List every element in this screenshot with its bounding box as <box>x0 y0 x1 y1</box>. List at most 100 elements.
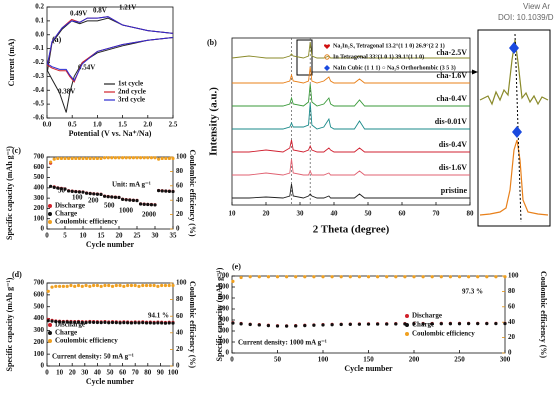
data-point <box>84 283 88 288</box>
y2-tick-label: 20 <box>508 333 516 341</box>
y-tick-label: 700 <box>219 272 230 280</box>
panel-label: (e) <box>232 262 241 271</box>
y-tick-label: 300 <box>34 194 45 202</box>
data-point <box>266 275 270 279</box>
data-point <box>148 321 152 325</box>
legend-marker <box>405 323 409 327</box>
x-tick-label: 20 <box>116 232 124 240</box>
data-point <box>65 320 69 324</box>
data-point <box>303 324 307 328</box>
data-point <box>113 156 117 160</box>
data-point <box>448 275 452 279</box>
y-tick-label: -0.5 <box>33 100 45 108</box>
annotation: 94.1 % <box>148 312 169 320</box>
data-point <box>106 156 110 160</box>
y2-tick-label: 20 <box>176 345 184 353</box>
data-point <box>171 189 175 194</box>
annotation: Current density: 1000 mA g⁻¹ <box>238 339 327 347</box>
panel-label: (b) <box>207 38 217 47</box>
data-point <box>99 321 103 325</box>
data-point <box>128 198 132 202</box>
data-point <box>164 189 168 193</box>
data-point <box>50 285 54 289</box>
data-point <box>146 202 150 207</box>
xrd-pattern <box>232 158 470 176</box>
panel-label: (c) <box>12 146 21 155</box>
data-point <box>49 160 53 164</box>
data-point <box>50 319 54 323</box>
data-point <box>70 189 74 193</box>
data-point <box>156 321 160 325</box>
data-point <box>110 195 114 199</box>
annotation: 0.8V <box>93 7 107 15</box>
y2-tick-label: 0 <box>176 225 180 233</box>
data-point <box>153 156 157 160</box>
data-point <box>312 323 316 327</box>
y-tick-label: 400 <box>34 183 45 191</box>
data-point <box>167 283 171 288</box>
view-link[interactable]: View Ar <box>523 2 550 11</box>
data-point <box>139 202 143 206</box>
data-point <box>99 156 103 161</box>
y2-tick-label: 0 <box>508 349 512 357</box>
xrd-pattern <box>232 183 470 199</box>
data-point <box>81 156 85 161</box>
y2-tick-label: 40 <box>176 196 184 204</box>
y-tick-label: 600 <box>34 290 45 298</box>
x-tick-label: 50 <box>274 356 282 364</box>
data-point <box>348 322 352 326</box>
data-point <box>122 284 126 288</box>
annotation: Unit: mA g⁻¹ <box>112 181 151 189</box>
x-tick-label: 10 <box>229 210 237 218</box>
data-point <box>163 283 168 288</box>
legend-marker <box>48 323 52 327</box>
legend-label: Charge <box>412 321 434 329</box>
legend-marker <box>405 314 409 318</box>
x-tick-label: 150 <box>363 356 374 364</box>
data-point <box>357 275 361 279</box>
data-point <box>339 322 343 327</box>
x-tick-label: 5 <box>63 232 67 240</box>
x-tick-label: 100 <box>168 369 179 377</box>
data-point <box>394 322 398 326</box>
y-tick-label: 0 <box>226 349 230 357</box>
data-point <box>144 321 149 325</box>
data-point <box>95 320 99 325</box>
data-point <box>58 320 62 324</box>
y2-tick-label: 100 <box>176 279 187 287</box>
x-tick-label: 10 <box>80 232 88 240</box>
data-point <box>63 156 67 161</box>
legend-marker <box>48 204 52 208</box>
data-point <box>110 320 115 325</box>
y-tick-label: 100 <box>34 350 45 358</box>
y2-tick-label: 40 <box>508 318 516 326</box>
data-point <box>485 322 489 326</box>
x-tick-label: 60 <box>399 210 407 218</box>
data-point <box>88 284 92 288</box>
data-point <box>103 320 107 324</box>
data-point <box>467 275 471 279</box>
data-point <box>121 197 125 201</box>
data-point <box>69 283 73 288</box>
y-tick-label: 700 <box>34 279 45 287</box>
xrd-pattern <box>232 83 470 107</box>
data-point <box>70 156 74 161</box>
data-point <box>103 283 107 288</box>
annotation: 0.38V <box>58 88 75 96</box>
data-point <box>88 156 92 161</box>
legend-label: Charge <box>55 329 77 337</box>
data-point <box>49 184 53 188</box>
y2-tick-label: 100 <box>176 153 187 161</box>
data-point <box>99 192 103 197</box>
data-point <box>126 283 130 288</box>
panel-label: (a) <box>52 35 62 44</box>
legend-label: Coulombic efficiency <box>55 337 118 345</box>
legend-label: Charge <box>55 210 77 218</box>
data-point <box>152 321 156 325</box>
data-point <box>157 157 161 161</box>
data-point <box>231 321 235 325</box>
x-tick-label: 1.0 <box>93 121 102 129</box>
data-point <box>118 321 122 325</box>
data-point <box>294 324 298 328</box>
data-point <box>67 189 71 193</box>
